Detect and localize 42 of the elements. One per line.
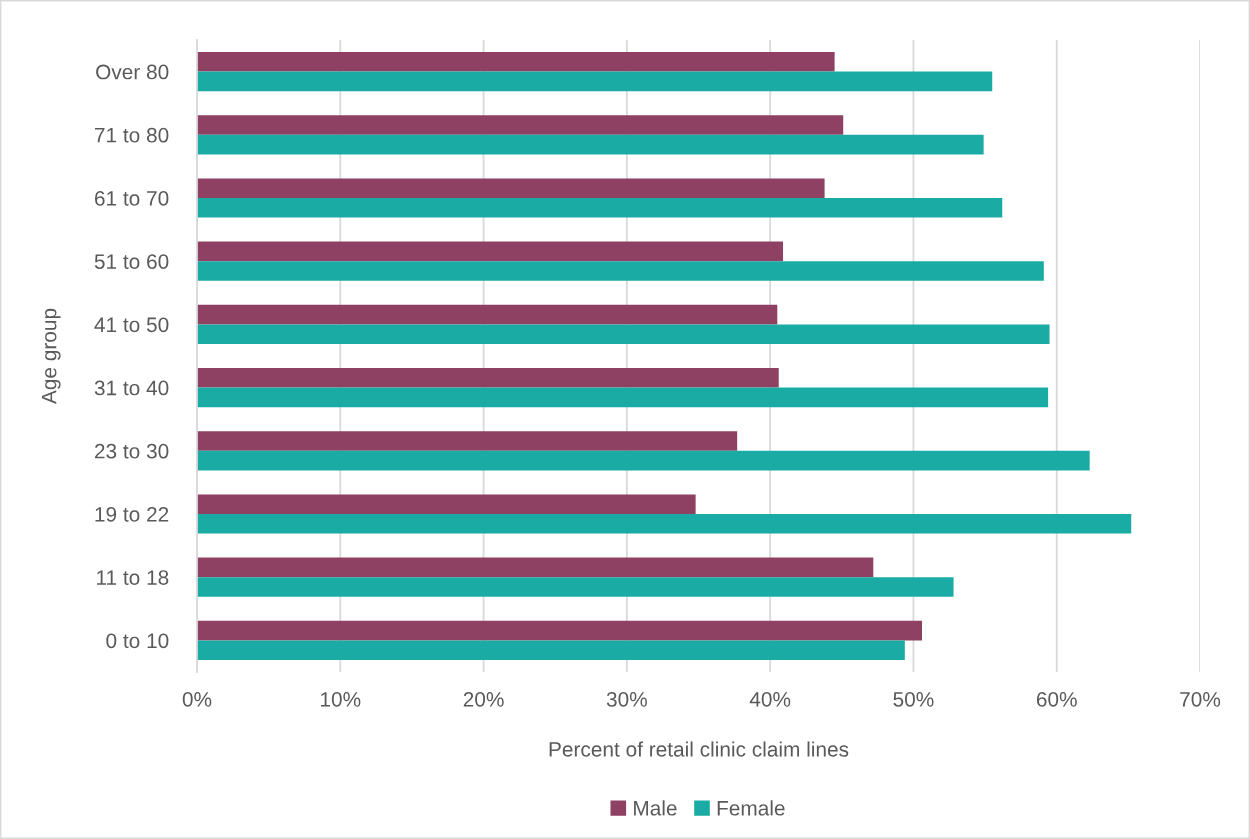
bar bbox=[197, 304, 778, 325]
bar bbox=[197, 514, 1132, 534]
y-tick-label: 11 to 18 bbox=[97, 570, 169, 585]
bar bbox=[197, 261, 1044, 281]
x-tick-label: 30% bbox=[606, 691, 647, 707]
bar bbox=[197, 324, 1050, 344]
bar bbox=[197, 640, 905, 660]
bar bbox=[197, 387, 1049, 408]
y-tick-label: 19 to 22 bbox=[95, 507, 169, 522]
y-tick-label: 41 to 50 bbox=[94, 317, 169, 333]
bar bbox=[197, 557, 874, 578]
x-axis-title: Percent of retail clinic claim lines bbox=[549, 741, 849, 757]
x-tick-label: 60% bbox=[1036, 691, 1077, 707]
bar bbox=[197, 71, 993, 92]
y-axis-title: Age group bbox=[41, 308, 61, 405]
x-tick-label: 70% bbox=[1180, 691, 1221, 707]
bar bbox=[197, 52, 835, 72]
bar bbox=[197, 577, 954, 597]
bar bbox=[197, 450, 1090, 471]
x-tick-label: 20% bbox=[463, 691, 504, 707]
bar bbox=[197, 494, 696, 514]
bar bbox=[197, 198, 1003, 218]
x-tick-label: 50% bbox=[893, 691, 934, 707]
y-tick-label: 51 to 60 bbox=[94, 254, 169, 269]
bar bbox=[197, 134, 984, 155]
x-tick-label: 10% bbox=[321, 691, 361, 707]
x-tick-label: 40% bbox=[749, 691, 791, 707]
bar bbox=[197, 620, 923, 641]
bar bbox=[197, 115, 844, 135]
bar bbox=[197, 368, 779, 388]
y-tick-label: 0 to 10 bbox=[106, 633, 169, 649]
y-tick-label: Over 80 bbox=[96, 64, 169, 80]
bar bbox=[197, 241, 784, 262]
y-tick-label: 23 to 30 bbox=[94, 443, 169, 459]
x-tick-label: 0% bbox=[182, 691, 212, 707]
legend-label: Female bbox=[717, 800, 785, 816]
y-tick-label: 71 to 80 bbox=[95, 127, 169, 143]
y-tick-label: 31 to 40 bbox=[94, 380, 169, 396]
y-tick-label: 61 to 70 bbox=[94, 191, 169, 206]
legend-label: Male bbox=[634, 800, 677, 816]
bar bbox=[197, 431, 738, 451]
bar bbox=[197, 178, 825, 198]
